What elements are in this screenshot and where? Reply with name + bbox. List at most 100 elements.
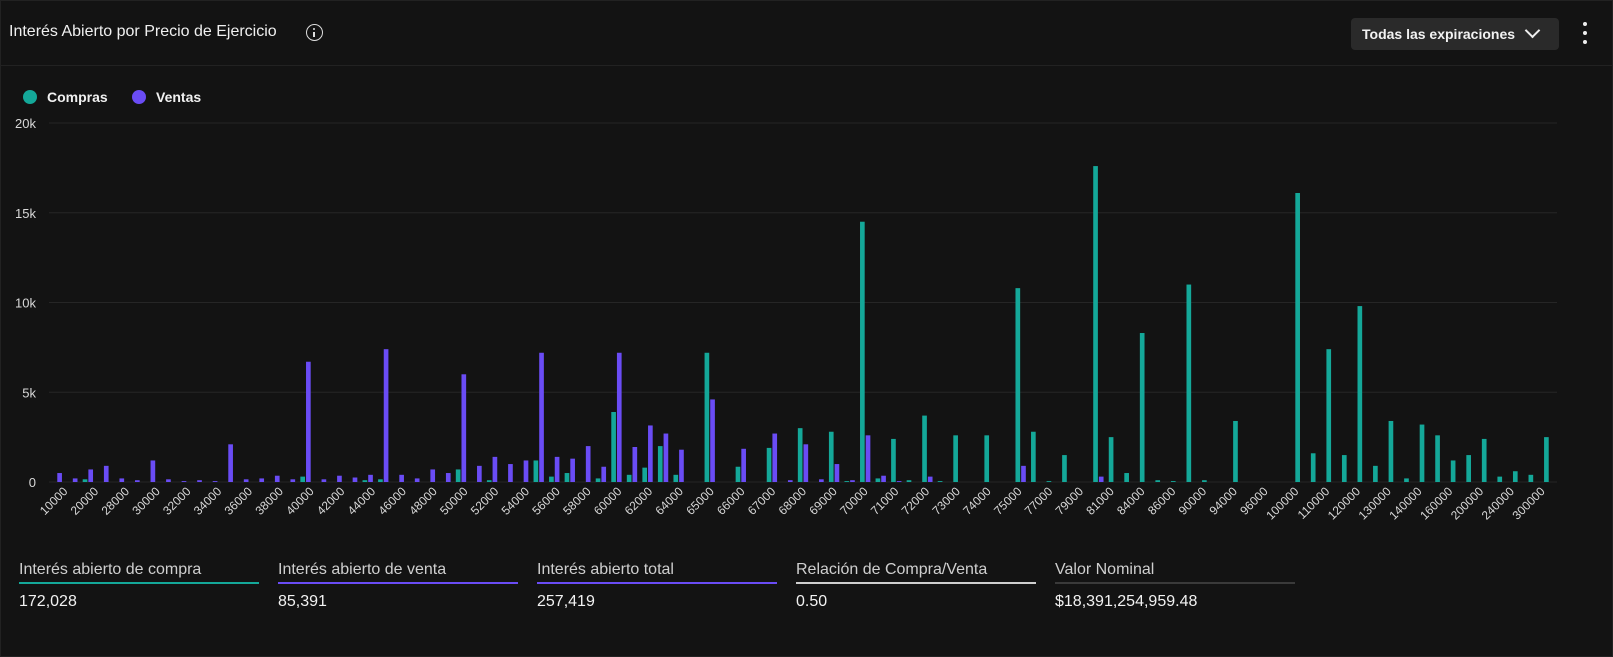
puts-bar[interactable] — [352, 477, 358, 482]
calls-bar[interactable] — [455, 469, 461, 482]
calls-bar[interactable] — [1388, 420, 1394, 482]
calls-bar[interactable] — [533, 460, 539, 482]
puts-bar[interactable] — [632, 446, 638, 482]
puts-bar[interactable] — [787, 480, 793, 482]
calls-bar[interactable] — [611, 411, 616, 482]
calls-bar[interactable] — [1015, 288, 1021, 482]
calls-bar[interactable] — [704, 352, 710, 482]
puts-bar[interactable] — [554, 456, 560, 482]
calls-bar[interactable] — [797, 428, 803, 482]
calls-bar[interactable] — [1046, 481, 1052, 482]
puts-bar[interactable] — [259, 478, 265, 482]
calls-bar[interactable] — [906, 480, 912, 482]
calls-bar[interactable] — [735, 466, 741, 482]
calls-bar[interactable] — [1435, 435, 1440, 482]
calls-bar[interactable] — [1108, 437, 1114, 482]
calls-bar[interactable] — [1512, 471, 1518, 482]
puts-bar[interactable] — [710, 399, 715, 482]
calls-bar[interactable] — [1170, 481, 1176, 482]
puts-bar[interactable] — [1098, 476, 1104, 482]
calls-bar[interactable] — [1155, 480, 1161, 482]
puts-bar[interactable] — [337, 475, 342, 482]
calls-bar[interactable] — [1404, 478, 1409, 482]
calls-bar[interactable] — [642, 467, 648, 482]
calls-bar[interactable] — [549, 476, 554, 482]
calls-bar[interactable] — [300, 476, 306, 482]
calls-bar[interactable] — [1497, 476, 1503, 482]
calls-bar[interactable] — [1450, 460, 1456, 482]
puts-bar[interactable] — [274, 475, 280, 482]
calls-bar[interactable] — [1357, 306, 1363, 482]
calls-bar[interactable] — [766, 447, 772, 482]
calls-bar[interactable] — [362, 480, 368, 482]
puts-bar[interactable] — [881, 475, 886, 482]
calls-bar[interactable] — [1310, 453, 1316, 482]
puts-bar[interactable] — [803, 444, 809, 482]
puts-bar[interactable] — [57, 473, 62, 482]
info-icon[interactable] — [306, 24, 323, 41]
puts-bar[interactable] — [150, 460, 156, 482]
puts-bar[interactable] — [197, 480, 202, 482]
calls-bar[interactable] — [1202, 480, 1207, 482]
calls-bar[interactable] — [673, 474, 679, 482]
puts-bar[interactable] — [648, 425, 653, 482]
puts-bar[interactable] — [616, 352, 622, 482]
puts-bar[interactable] — [601, 466, 607, 482]
puts-bar[interactable] — [663, 433, 669, 482]
puts-bar[interactable] — [461, 374, 467, 482]
calls-bar[interactable] — [595, 478, 601, 482]
puts-bar[interactable] — [383, 349, 389, 482]
puts-bar[interactable] — [414, 478, 420, 482]
calls-bar[interactable] — [82, 479, 88, 482]
puts-bar[interactable] — [399, 474, 404, 482]
puts-bar[interactable] — [368, 474, 373, 482]
puts-bar[interactable] — [850, 480, 855, 482]
puts-bar[interactable] — [212, 481, 218, 482]
puts-bar[interactable] — [508, 464, 513, 482]
puts-bar[interactable] — [741, 448, 746, 482]
expiration-dropdown[interactable]: Todas las expiraciones — [1351, 18, 1559, 50]
calls-bar[interactable] — [564, 473, 570, 482]
calls-bar[interactable] — [937, 481, 943, 482]
puts-bar[interactable] — [492, 456, 498, 482]
puts-bar[interactable] — [927, 476, 933, 482]
calls-bar[interactable] — [1466, 455, 1471, 482]
puts-bar[interactable] — [523, 460, 529, 482]
calls-bar[interactable] — [984, 435, 990, 482]
calls-bar[interactable] — [1031, 431, 1036, 482]
calls-bar[interactable] — [1124, 473, 1129, 482]
calls-bar[interactable] — [626, 474, 632, 482]
puts-bar[interactable] — [321, 479, 327, 482]
calls-bar[interactable] — [953, 435, 958, 482]
calls-bar[interactable] — [875, 478, 881, 482]
puts-bar[interactable] — [181, 481, 187, 482]
calls-bar[interactable] — [828, 431, 834, 482]
calls-bar[interactable] — [1419, 424, 1425, 482]
puts-bar[interactable] — [166, 479, 171, 482]
calls-bar[interactable] — [1544, 437, 1549, 482]
puts-bar[interactable] — [570, 458, 575, 482]
puts-bar[interactable] — [477, 465, 482, 482]
puts-bar[interactable] — [865, 435, 871, 482]
calls-bar[interactable] — [1093, 166, 1098, 482]
calls-bar[interactable] — [1326, 349, 1332, 482]
calls-bar[interactable] — [922, 415, 927, 482]
puts-bar[interactable] — [585, 446, 591, 482]
calls-bar[interactable] — [1341, 455, 1347, 482]
puts-bar[interactable] — [243, 479, 249, 482]
calls-bar[interactable] — [1373, 465, 1378, 482]
puts-bar[interactable] — [119, 478, 125, 482]
puts-bar[interactable] — [445, 473, 451, 482]
calls-bar[interactable] — [1528, 474, 1534, 482]
calls-bar[interactable] — [1233, 420, 1238, 482]
calls-bar[interactable] — [1186, 284, 1192, 482]
puts-bar[interactable] — [772, 433, 778, 482]
puts-bar[interactable] — [72, 478, 78, 482]
puts-bar[interactable] — [103, 465, 109, 482]
calls-bar[interactable] — [891, 438, 896, 482]
puts-bar[interactable] — [135, 480, 140, 482]
calls-bar[interactable] — [860, 221, 865, 482]
calls-bar[interactable] — [378, 479, 383, 482]
calls-bar[interactable] — [1139, 333, 1145, 482]
puts-bar[interactable] — [896, 481, 902, 482]
